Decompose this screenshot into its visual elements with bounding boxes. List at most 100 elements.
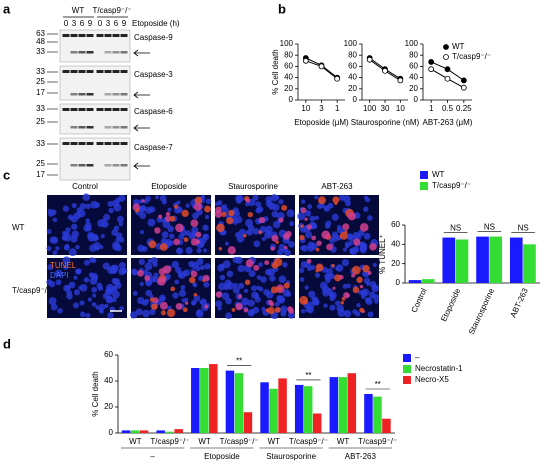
nucleus xyxy=(247,224,255,232)
group-label: Etoposide xyxy=(204,452,240,461)
x-tick-label: 0.25 xyxy=(456,104,472,113)
arrow xyxy=(133,162,150,170)
tunel-cell xyxy=(238,294,243,299)
nucleus xyxy=(184,297,189,302)
nucleus xyxy=(365,297,371,304)
row-label: WT xyxy=(12,223,25,232)
tunel-cell xyxy=(306,224,312,230)
group-label: ABT-263 xyxy=(345,452,377,461)
nucleus xyxy=(193,294,201,302)
nucleus xyxy=(113,225,120,231)
band xyxy=(104,108,112,111)
nucleus xyxy=(235,194,243,203)
nucleus xyxy=(367,311,374,318)
band xyxy=(104,142,112,145)
band xyxy=(96,34,104,37)
nucleus xyxy=(254,296,261,303)
nucleus xyxy=(226,270,234,278)
y-tick-label: 60 xyxy=(409,62,418,71)
nucleus xyxy=(346,233,353,240)
band xyxy=(86,51,94,54)
lane-label: 6 xyxy=(114,19,119,28)
nucleus xyxy=(205,198,212,205)
nucleus xyxy=(83,277,90,283)
nucleus xyxy=(263,288,270,296)
tunel-cell xyxy=(258,216,265,224)
tunel-cell xyxy=(253,264,260,271)
bar xyxy=(278,378,287,433)
nucleus xyxy=(363,206,369,212)
tunel-cell xyxy=(165,211,171,217)
nucleus xyxy=(258,262,263,267)
legend-swatch xyxy=(403,365,411,373)
nucleus xyxy=(172,292,179,299)
nucleus xyxy=(301,199,306,204)
lane-label: 9 xyxy=(122,19,127,28)
treatment-label: Etoposide (h) xyxy=(132,19,180,28)
nucleus xyxy=(215,300,223,308)
nucleus xyxy=(178,289,187,297)
tunel-cell xyxy=(318,196,326,205)
band xyxy=(104,126,112,129)
nucleus xyxy=(118,194,126,202)
nucleus xyxy=(185,246,193,255)
marker xyxy=(334,75,341,82)
annotation: ** xyxy=(236,357,242,366)
band xyxy=(112,142,120,145)
y-tick-label: 20 xyxy=(348,84,357,93)
nucleus xyxy=(245,230,250,235)
nucleus xyxy=(195,266,201,272)
band xyxy=(70,126,78,129)
nucleus xyxy=(224,241,229,246)
nucleus xyxy=(329,295,336,302)
nucleus xyxy=(85,225,92,232)
tunel-cell xyxy=(148,240,157,249)
tunel-cell xyxy=(228,209,235,217)
band xyxy=(78,164,86,167)
nucleus xyxy=(284,249,291,257)
nucleus xyxy=(119,306,124,311)
nucleus xyxy=(233,283,238,288)
nucleus xyxy=(68,281,76,289)
nucleus xyxy=(253,240,261,248)
nucleus xyxy=(274,301,280,307)
nucleus xyxy=(159,194,167,202)
band xyxy=(86,34,94,37)
x-tick-label: 100 xyxy=(363,104,377,113)
tunel-cell xyxy=(271,234,279,242)
tunel-cell xyxy=(315,269,319,273)
annotation: ** xyxy=(375,380,381,389)
group-label: – xyxy=(150,452,155,461)
nucleus xyxy=(137,244,145,252)
tunel-cell xyxy=(173,238,181,246)
nucleus xyxy=(342,247,348,252)
panel-label: a xyxy=(3,1,11,16)
tunel-cell xyxy=(169,215,176,222)
nucleus xyxy=(108,207,114,214)
nucleus xyxy=(219,263,225,269)
band xyxy=(120,34,128,37)
y-tick-label: 0 xyxy=(109,428,114,437)
tunel-cell xyxy=(316,240,322,246)
nucleus xyxy=(169,233,175,239)
band xyxy=(120,142,128,145)
legend-label: – xyxy=(415,353,420,362)
nucleus xyxy=(145,289,153,297)
tunel-cell xyxy=(273,257,283,267)
nucleus xyxy=(75,244,80,250)
nucleus xyxy=(115,244,122,252)
nucleus xyxy=(314,215,320,221)
nucleus xyxy=(331,235,339,242)
nucleus xyxy=(278,275,287,283)
tunel-cell xyxy=(184,301,189,305)
bar xyxy=(476,236,489,283)
nucleus xyxy=(285,291,292,297)
tunel-cell xyxy=(288,307,295,314)
nucleus xyxy=(167,207,172,212)
mw-marker: 25 xyxy=(36,159,45,168)
nucleus xyxy=(112,264,119,271)
tunel-cell xyxy=(270,246,275,251)
annotation: ** xyxy=(305,371,311,380)
bar xyxy=(294,384,304,433)
nucleus xyxy=(70,215,78,223)
